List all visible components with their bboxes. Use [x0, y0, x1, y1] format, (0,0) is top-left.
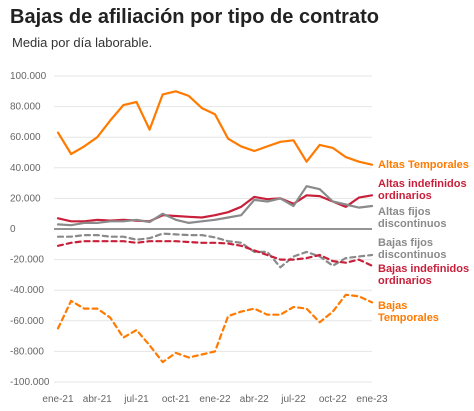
- x-tick-label: ene-21: [42, 394, 74, 405]
- x-tick-label: abr-22: [240, 394, 269, 405]
- series-label: Temporales: [378, 312, 439, 324]
- y-tick-label: -80.000: [10, 346, 44, 357]
- series-line-bajas-indefinidos-ordinarios: [56, 240, 374, 267]
- series-label: Altas Temporales: [378, 159, 469, 171]
- y-tick-label: 80.000: [10, 102, 41, 113]
- series-label: ordinarios: [378, 190, 432, 202]
- y-tick-label: -60.000: [10, 316, 44, 327]
- x-tick-label: ene-23: [356, 394, 388, 405]
- series-label: Bajas fijos: [378, 237, 433, 249]
- series-label: Bajas: [378, 300, 407, 312]
- series-line-altas-indefinidos-ordinarios: [56, 194, 374, 223]
- x-tick-label: ene-22: [199, 394, 231, 405]
- y-tick-label: -100.000: [10, 377, 50, 388]
- x-tick-label: jul-21: [123, 394, 149, 405]
- series-label: Altas fijos: [378, 206, 431, 218]
- series-label: ordinarios: [378, 275, 432, 287]
- chart-title: Bajas de afiliación por tipo de contrato: [10, 6, 379, 28]
- series-label: Bajas indefinidos: [378, 263, 469, 275]
- y-tick-label: -40.000: [10, 285, 44, 296]
- chart-subtitle: Media por día laborable.: [12, 35, 153, 50]
- series-line-altas-fijos-discontinuos: [56, 185, 374, 227]
- series-label: Altas indefinidos: [378, 178, 467, 190]
- series-line-bajas-temporales: [56, 293, 374, 364]
- x-tick-label: jul-22: [280, 394, 306, 405]
- x-tick-label: oct-21: [162, 394, 190, 405]
- series-label: discontinuos: [378, 249, 446, 261]
- y-tick-label: 0: [10, 224, 16, 235]
- series-label: discontinuos: [378, 218, 446, 230]
- series-line-altas-temporales: [56, 90, 374, 166]
- x-tick-label: oct-22: [319, 394, 347, 405]
- series-line-bajas-fijos-discontinuos: [56, 232, 374, 269]
- x-tick-label: abr-21: [83, 394, 112, 405]
- y-tick-label: 100.000: [10, 71, 47, 82]
- y-tick-label: 20.000: [10, 193, 41, 204]
- y-tick-label: 60.000: [10, 132, 41, 143]
- y-tick-label: -20.000: [10, 255, 44, 266]
- y-tick-label: 40.000: [10, 163, 41, 174]
